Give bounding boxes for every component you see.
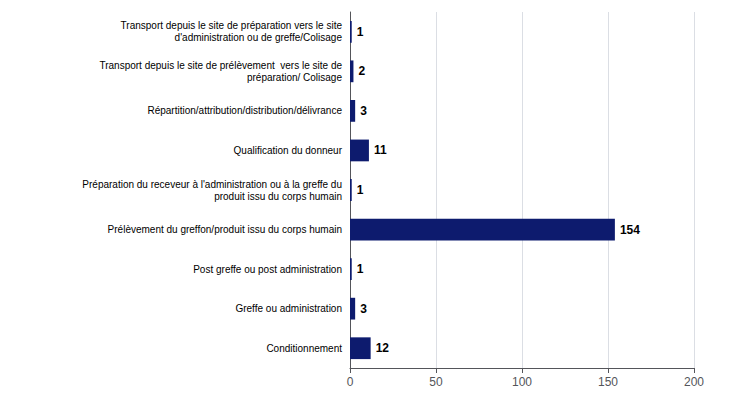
svg-text:2: 2 (358, 64, 365, 78)
svg-text:Qualification du donneur: Qualification du donneur (234, 145, 343, 156)
svg-text:Post greffe ou post administra: Post greffe ou post administration (193, 264, 342, 275)
svg-text:Répartition/attribution/distri: Répartition/attribution/distribution/dél… (147, 105, 342, 116)
svg-text:d'administration ou de greffe/: d'administration ou de greffe/Colisage (175, 32, 343, 43)
svg-text:préparation/ Colisage: préparation/ Colisage (247, 72, 342, 83)
svg-text:200: 200 (684, 375, 704, 389)
svg-text:produit issu du corps humain: produit issu du corps humain (214, 191, 342, 202)
svg-text:3: 3 (360, 302, 367, 316)
svg-text:Préparation du receveur à l'ad: Préparation du receveur à l'administrati… (82, 179, 342, 190)
svg-text:154: 154 (620, 223, 640, 237)
svg-text:1: 1 (357, 262, 364, 276)
svg-text:Greffe ou administration: Greffe ou administration (235, 303, 342, 314)
svg-text:1: 1 (357, 183, 364, 197)
svg-text:50: 50 (429, 375, 443, 389)
svg-text:11: 11 (374, 143, 387, 157)
svg-text:150: 150 (598, 375, 618, 389)
svg-text:Transport depuis le site de pr: Transport depuis le site de préparation … (121, 20, 343, 31)
svg-text:Prélèvement du greffon/produit: Prélèvement du greffon/produit issu du c… (108, 224, 342, 235)
svg-text:12: 12 (376, 341, 390, 355)
svg-text:3: 3 (360, 104, 367, 118)
svg-text:1: 1 (357, 25, 364, 39)
svg-text:Transport depuis le site de pr: Transport depuis le site de prélèvement … (99, 60, 342, 71)
svg-text:100: 100 (512, 375, 532, 389)
svg-text:Conditionnement: Conditionnement (266, 343, 342, 354)
svg-text:0: 0 (347, 375, 354, 389)
